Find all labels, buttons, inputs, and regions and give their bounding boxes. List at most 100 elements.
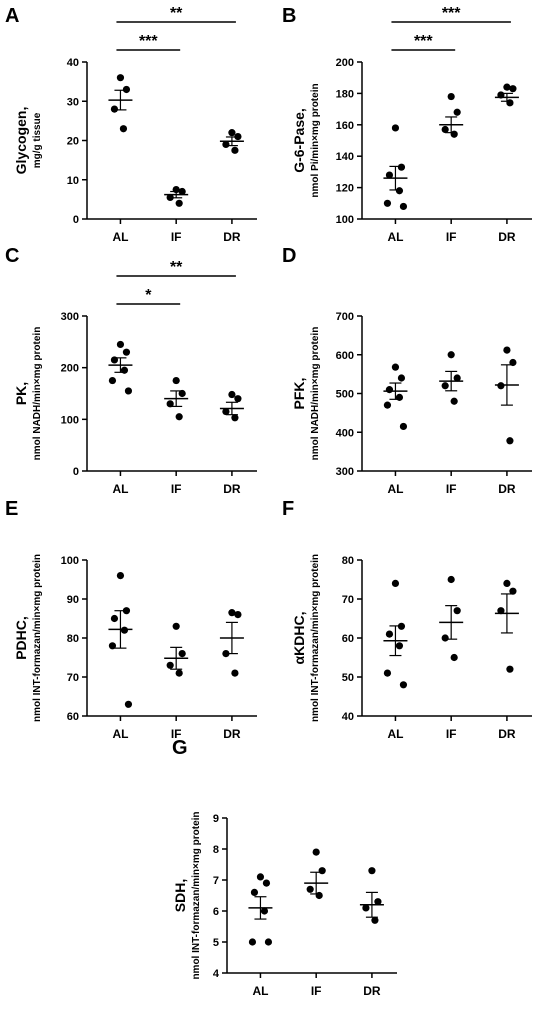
y-tick-label: 400 bbox=[336, 427, 354, 439]
x-tick-label: DR bbox=[498, 230, 516, 244]
data-point bbox=[120, 626, 129, 634]
data-point bbox=[231, 414, 239, 422]
y-axis-unit: mg/g tissue bbox=[32, 112, 43, 168]
y-tick-label: 0 bbox=[73, 466, 79, 478]
panel-label: D bbox=[282, 245, 296, 267]
y-tick-label: 100 bbox=[61, 555, 79, 567]
x-tick-label: AL bbox=[112, 482, 128, 496]
y-tick-label: 40 bbox=[67, 57, 79, 69]
y-tick-label: 0 bbox=[73, 214, 79, 226]
x-tick-label: IF bbox=[311, 984, 322, 998]
data-point bbox=[178, 650, 186, 658]
y-axis-unit: nmol INT-formazan/min×mg protein bbox=[32, 554, 43, 722]
data-point bbox=[231, 669, 239, 677]
y-axis-title: G-6-Pase, bbox=[291, 108, 307, 173]
y-tick-label: 200 bbox=[61, 363, 79, 375]
y-axis-unit: nmol INT-formazan/min×mg protein bbox=[310, 554, 321, 722]
data-point bbox=[175, 669, 183, 677]
data-point bbox=[248, 938, 257, 946]
y-tick-label: 70 bbox=[342, 594, 354, 606]
y-tick-label: 140 bbox=[336, 151, 354, 163]
panel-label: G bbox=[172, 737, 188, 759]
y-tick-label: 5 bbox=[213, 937, 219, 949]
data-point bbox=[383, 199, 392, 207]
data-point bbox=[234, 395, 242, 403]
data-point bbox=[497, 382, 505, 390]
data-point bbox=[260, 907, 269, 915]
data-point bbox=[264, 938, 273, 946]
y-axis-title: PK, bbox=[13, 382, 29, 405]
panel-e: E 60 70 80 90 100 AL IF DR PDHC, nmol INT-formazan… bbox=[5, 498, 257, 741]
data-point bbox=[450, 653, 458, 662]
data-point bbox=[441, 382, 449, 390]
x-tick-label: IF bbox=[171, 230, 182, 244]
data-point bbox=[385, 630, 394, 638]
y-tick-label: 500 bbox=[336, 389, 354, 401]
data-point bbox=[509, 85, 517, 93]
y-tick-label: 100 bbox=[336, 214, 354, 226]
x-tick-label: DR bbox=[498, 727, 516, 741]
data-point bbox=[447, 351, 455, 359]
y-tick-label: 80 bbox=[67, 633, 79, 645]
data-point bbox=[250, 888, 259, 897]
y-tick-label: 7 bbox=[213, 875, 219, 887]
data-point bbox=[124, 387, 133, 395]
data-point bbox=[116, 572, 125, 580]
y-axis-title: Glycogen, bbox=[13, 107, 29, 175]
data-point bbox=[108, 642, 117, 650]
data-point bbox=[391, 579, 400, 588]
y-axis-unit: nmol INT-formazan/min×mg protein bbox=[191, 811, 202, 979]
y-axis-unit: nmol Pi/min×mg protein bbox=[310, 83, 321, 197]
data-point bbox=[122, 85, 131, 94]
data-point bbox=[503, 346, 511, 354]
panel-d: D 300 400 500 600 700 AL IF DR PFK, nmol NADH/min×… bbox=[282, 245, 532, 496]
data-point bbox=[441, 125, 449, 134]
data-point bbox=[395, 187, 404, 195]
panel-label: A bbox=[5, 5, 19, 27]
data-point bbox=[391, 124, 400, 132]
x-tick-label: AL bbox=[387, 230, 403, 244]
significance-label: *** bbox=[442, 5, 461, 22]
data-point bbox=[234, 611, 242, 619]
data-point bbox=[256, 873, 265, 881]
y-tick-label: 600 bbox=[336, 350, 354, 362]
y-tick-label: 50 bbox=[342, 672, 354, 684]
significance-label: *** bbox=[414, 33, 433, 50]
panel-b: B 100 120 140 160 180 200 AL IF DR G-6-Pase, nmol P… bbox=[282, 5, 532, 244]
x-tick-label: AL bbox=[112, 727, 128, 741]
data-point bbox=[306, 885, 314, 893]
data-point bbox=[108, 376, 117, 385]
panel-g: G 4 5 6 7 8 9 AL IF DR SDH, nmol INT-formazan/min×m… bbox=[172, 737, 397, 998]
x-tick-label: AL bbox=[387, 727, 403, 741]
x-tick-label: AL bbox=[112, 230, 128, 244]
data-point bbox=[368, 867, 376, 875]
data-point bbox=[497, 607, 505, 615]
significance-label: * bbox=[145, 287, 152, 304]
y-tick-label: 80 bbox=[342, 555, 354, 567]
y-tick-label: 8 bbox=[213, 844, 219, 856]
data-point bbox=[175, 413, 183, 421]
data-point bbox=[453, 374, 461, 382]
data-point bbox=[371, 916, 379, 924]
data-point bbox=[503, 579, 511, 588]
significance-label: ** bbox=[170, 259, 183, 276]
data-point bbox=[399, 681, 408, 689]
data-point bbox=[172, 622, 180, 630]
data-point bbox=[166, 661, 174, 669]
x-tick-label: IF bbox=[446, 727, 457, 741]
y-axis-title: PDHC, bbox=[13, 616, 29, 660]
data-point bbox=[318, 867, 326, 875]
x-tick-label: IF bbox=[171, 482, 182, 496]
data-point bbox=[122, 348, 131, 356]
panel-label: B bbox=[282, 5, 296, 27]
data-point bbox=[441, 634, 449, 642]
data-point bbox=[178, 389, 186, 398]
x-tick-label: IF bbox=[171, 727, 182, 741]
y-axis-unit: nmol NADH/min×mg protein bbox=[32, 327, 43, 461]
data-point bbox=[395, 642, 404, 650]
data-point bbox=[503, 83, 511, 91]
y-tick-label: 700 bbox=[336, 311, 354, 323]
x-tick-label: DR bbox=[363, 984, 381, 998]
